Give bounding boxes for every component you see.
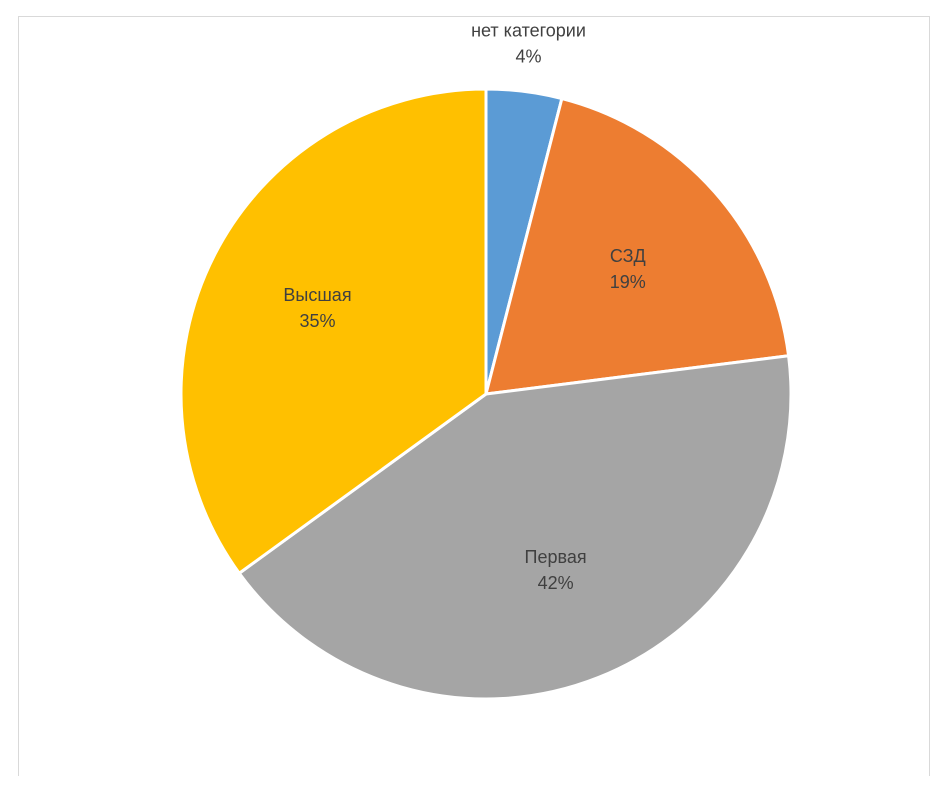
data-label-category-первая: Первая	[525, 547, 587, 567]
chart-area: нет категории 4% СЗД 19% Первая 42% Высшая 35%	[18, 16, 930, 776]
data-label-value-нет-категории: 4%	[515, 47, 541, 67]
pie-slice-высшая	[179, 87, 488, 575]
data-label-value-сзд: 19%	[610, 272, 646, 292]
data-label-category-сзд: СЗД	[610, 246, 646, 266]
pie-data-labels: нет категории 4% СЗД 19% Первая 42% Высшая 35%	[283, 21, 645, 593]
pie-slices	[179, 87, 793, 701]
pie-chart: нет категории 4% СЗД 19% Первая 42% Высшая 35%	[179, 21, 793, 701]
data-label-category-высшая: Высшая	[283, 285, 351, 305]
data-label-category-нет-категории: нет категории	[471, 21, 586, 41]
data-label-value-высшая: 35%	[299, 311, 335, 331]
pie-slice-первая	[237, 354, 793, 701]
pie-slice-сзд	[484, 97, 791, 396]
data-label-value-первая: 42%	[538, 573, 574, 593]
